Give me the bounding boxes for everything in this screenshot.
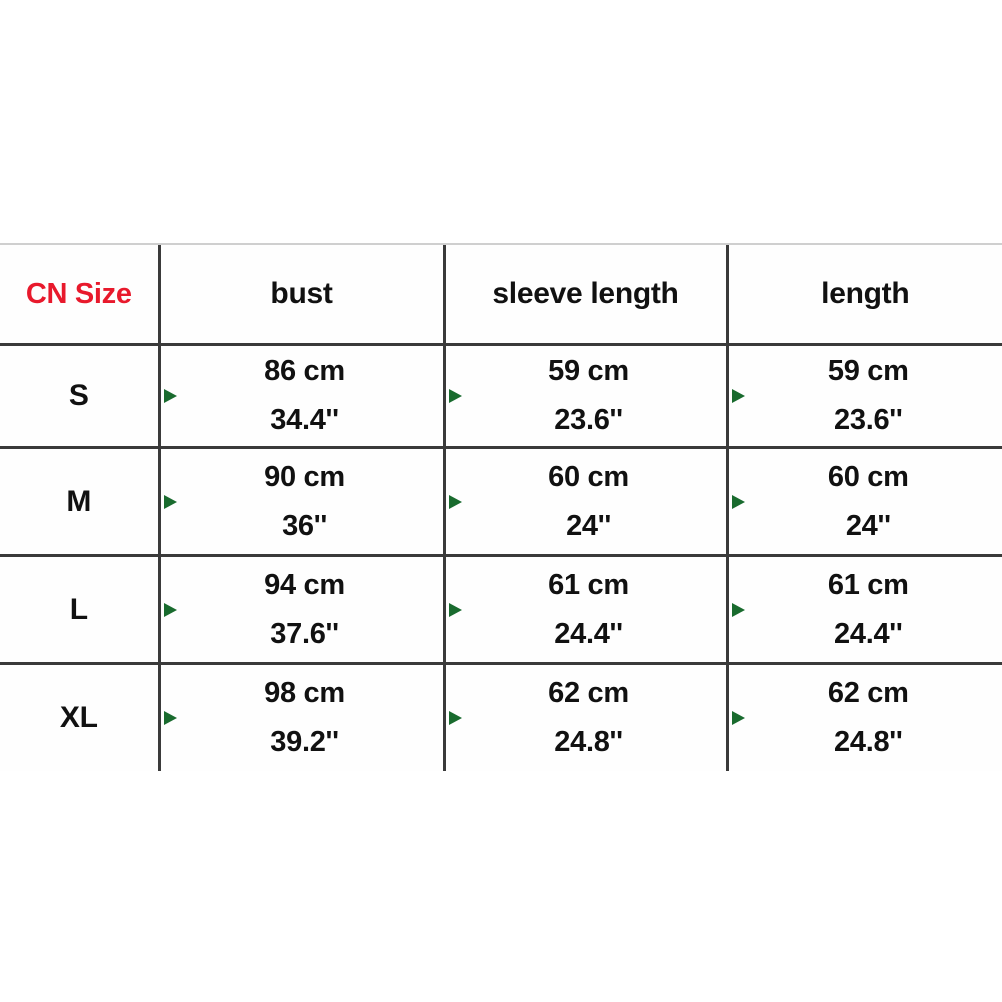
cell-size: XL — [0, 662, 159, 771]
measure-inches: 23.6'' — [834, 404, 903, 436]
triangle-marker-icon — [731, 711, 745, 725]
measure-group: 59 cm 23.6'' — [446, 357, 726, 435]
triangle-marker-icon — [448, 389, 462, 403]
measure-inches: 24'' — [566, 509, 611, 542]
measure-group: 90 cm 36'' — [161, 460, 443, 542]
cell-sleeve-length: 61 cm 24.4'' — [442, 554, 727, 664]
measure-inches: 24.8'' — [554, 726, 623, 758]
cell-length: 62 cm 24.8'' — [725, 662, 1002, 771]
size-label: M — [66, 484, 92, 518]
measure-cm: 62 cm — [827, 677, 909, 709]
measure-inches: 36'' — [282, 509, 327, 542]
cell-length: 61 cm 24.4'' — [725, 554, 1002, 664]
triangle-marker-icon — [448, 711, 462, 725]
column-header-cn-size: CN Size — [0, 245, 159, 346]
cell-sleeve-length: 60 cm 24'' — [442, 446, 727, 556]
measure-cm: 61 cm — [548, 568, 629, 601]
measure-inches: 39.2'' — [270, 726, 339, 758]
table-header-row: CN Size bust sleeve length length — [0, 245, 1002, 346]
measure-cm: 62 cm — [548, 677, 629, 709]
cell-size: L — [0, 554, 159, 664]
triangle-marker-icon — [448, 494, 462, 509]
measure-inches: 24'' — [845, 509, 891, 542]
measure-cm: 60 cm — [827, 460, 909, 493]
measure-group: 61 cm 24.4'' — [729, 568, 1002, 650]
measure-inches: 37.6'' — [270, 617, 339, 650]
measure-group: 62 cm 24.8'' — [446, 679, 726, 757]
measure-cm: 60 cm — [548, 460, 629, 493]
measure-cm: 86 cm — [264, 355, 345, 387]
table-row: M 90 cm 36'' 60 cm 24'' — [0, 446, 1002, 556]
column-header-bust: bust — [157, 245, 444, 346]
cell-bust: 98 cm 39.2'' — [157, 662, 444, 771]
measure-inches: 24.4'' — [554, 617, 623, 650]
measure-group: 60 cm 24'' — [729, 460, 1002, 542]
size-chart-table-container: CN Size bust sleeve length length S 86 c… — [0, 243, 1002, 771]
measure-group: 59 cm 23.6'' — [729, 357, 1002, 435]
triangle-marker-icon — [163, 389, 177, 403]
measure-inches: 24.4'' — [834, 617, 903, 650]
triangle-marker-icon — [731, 602, 745, 617]
measure-cm: 90 cm — [264, 460, 345, 493]
measure-group: 61 cm 24.4'' — [446, 568, 726, 650]
cell-size: M — [0, 446, 159, 556]
cell-length: 60 cm 24'' — [725, 446, 1002, 556]
cell-bust: 94 cm 37.6'' — [157, 554, 444, 664]
cell-size: S — [0, 344, 159, 448]
measure-inches: 34.4'' — [270, 404, 339, 436]
measure-group: 86 cm 34.4'' — [161, 357, 443, 435]
measure-cm: 61 cm — [827, 568, 909, 601]
triangle-marker-icon — [731, 389, 745, 403]
measure-group: 98 cm 39.2'' — [161, 679, 443, 757]
size-label: S — [68, 379, 89, 412]
measure-cm: 94 cm — [264, 568, 345, 601]
cell-length: 59 cm 23.6'' — [725, 344, 1002, 448]
size-label: L — [69, 592, 88, 626]
measure-cm: 59 cm — [548, 355, 629, 387]
cell-bust: 90 cm 36'' — [157, 446, 444, 556]
measure-group: 60 cm 24'' — [446, 460, 726, 542]
measure-cm: 59 cm — [827, 355, 909, 387]
triangle-marker-icon — [731, 494, 745, 509]
triangle-marker-icon — [163, 602, 177, 617]
cell-bust: 86 cm 34.4'' — [157, 344, 444, 448]
measure-cm: 98 cm — [264, 677, 345, 709]
measure-group: 62 cm 24.8'' — [729, 679, 1002, 757]
measure-inches: 23.6'' — [554, 404, 623, 436]
triangle-marker-icon — [448, 602, 462, 617]
column-header-sleeve-length: sleeve length — [442, 245, 727, 346]
table-row: XL 98 cm 39.2'' 62 cm 24.8'' — [0, 662, 1002, 771]
size-label: XL — [59, 701, 98, 734]
measure-group: 94 cm 37.6'' — [161, 568, 443, 650]
measure-inches: 24.8'' — [834, 726, 903, 758]
triangle-marker-icon — [163, 711, 177, 725]
size-chart-table: CN Size bust sleeve length length S 86 c… — [0, 245, 1002, 771]
cell-sleeve-length: 59 cm 23.6'' — [442, 344, 727, 448]
table-row: L 94 cm 37.6'' 61 cm 24.4'' — [0, 554, 1002, 664]
table-row: S 86 cm 34.4'' 59 cm 23.6'' — [0, 344, 1002, 448]
column-header-length: length — [725, 245, 1002, 346]
triangle-marker-icon — [163, 494, 177, 509]
cell-sleeve-length: 62 cm 24.8'' — [442, 662, 727, 771]
